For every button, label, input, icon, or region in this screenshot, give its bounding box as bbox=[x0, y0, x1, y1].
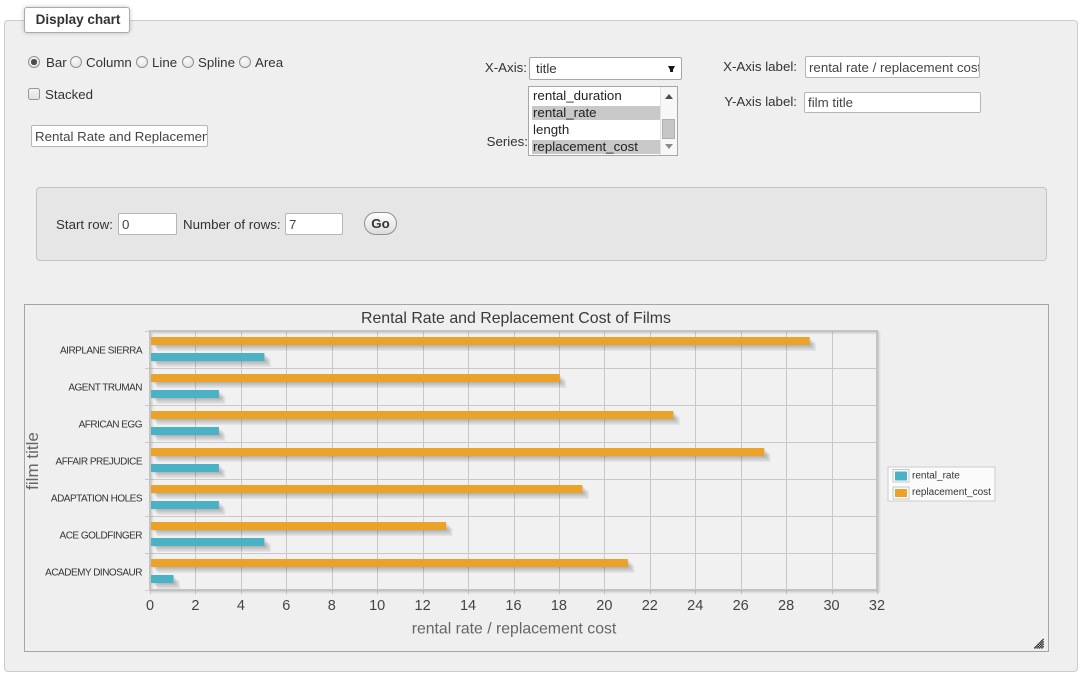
svg-text:ACADEMY DINOSAUR: ACADEMY DINOSAUR bbox=[45, 568, 142, 579]
svg-text:6: 6 bbox=[282, 598, 290, 614]
svg-text:30: 30 bbox=[823, 598, 839, 614]
svg-text:26: 26 bbox=[733, 598, 749, 614]
svg-text:18: 18 bbox=[551, 598, 567, 614]
svg-text:2: 2 bbox=[191, 598, 199, 614]
svg-text:8: 8 bbox=[328, 598, 336, 614]
svg-text:10: 10 bbox=[369, 598, 385, 614]
svg-text:AFFAIR PREJUDICE: AFFAIR PREJUDICE bbox=[56, 457, 143, 468]
svg-text:32: 32 bbox=[869, 598, 885, 614]
svg-text:Rental Rate and Replacement Co: Rental Rate and Replacement Cost of Film… bbox=[361, 310, 671, 327]
svg-text:film title: film title bbox=[25, 432, 42, 490]
svg-text:ADAPTATION HOLES: ADAPTATION HOLES bbox=[51, 494, 143, 505]
svg-text:14: 14 bbox=[460, 598, 476, 614]
svg-text:16: 16 bbox=[505, 598, 521, 614]
svg-text:22: 22 bbox=[642, 598, 658, 614]
svg-text:rental rate / replacement cost: rental rate / replacement cost bbox=[412, 621, 617, 638]
svg-text:12: 12 bbox=[415, 598, 431, 614]
svg-text:ACE GOLDFINGER: ACE GOLDFINGER bbox=[60, 531, 143, 542]
svg-text:replacement_cost: replacement_cost bbox=[912, 487, 991, 498]
svg-text:AGENT TRUMAN: AGENT TRUMAN bbox=[68, 383, 142, 394]
svg-text:AIRPLANE SIERRA: AIRPLANE SIERRA bbox=[60, 346, 143, 357]
svg-text:4: 4 bbox=[237, 598, 245, 614]
svg-text:AFRICAN EGG: AFRICAN EGG bbox=[79, 420, 143, 431]
svg-text:20: 20 bbox=[596, 598, 612, 614]
svg-text:rental_rate: rental_rate bbox=[912, 471, 960, 482]
svg-text:0: 0 bbox=[146, 598, 154, 614]
svg-text:24: 24 bbox=[687, 598, 703, 614]
svg-text:28: 28 bbox=[778, 598, 794, 614]
